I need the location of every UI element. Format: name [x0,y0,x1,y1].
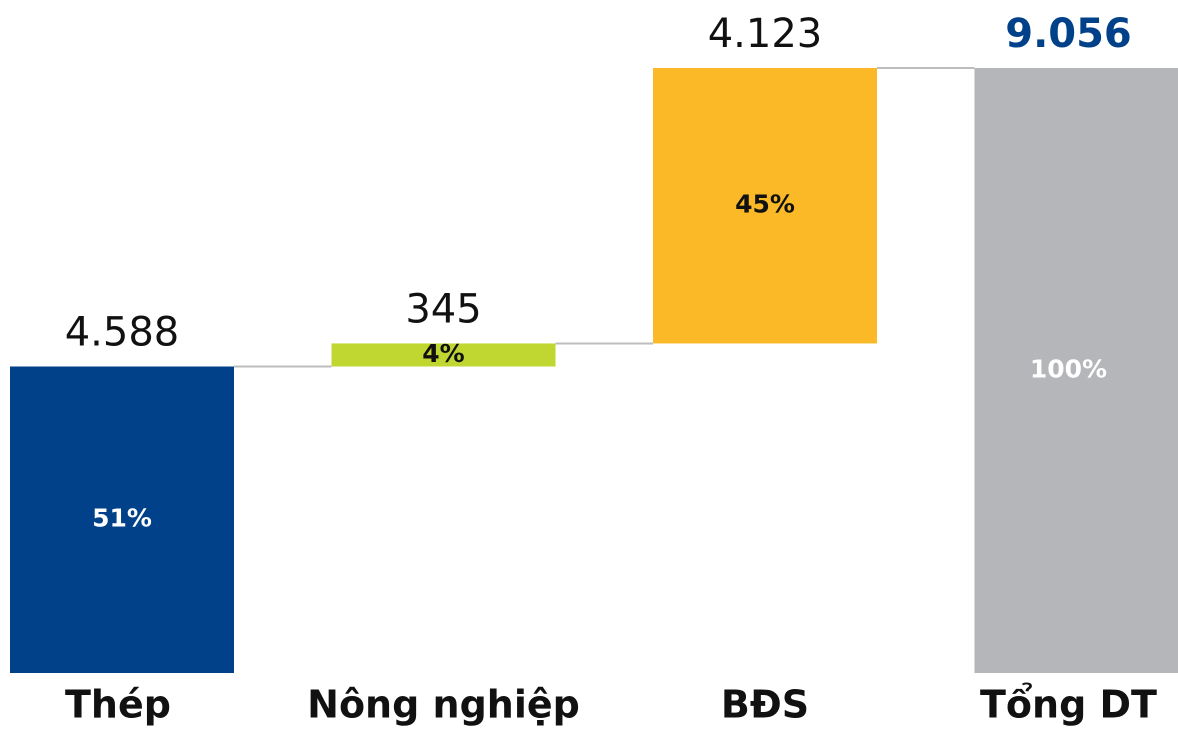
category-label: Thép [65,683,171,727]
percent-label: 51% [92,504,152,533]
bar [331,343,556,367]
percent-label: 100% [1030,355,1107,384]
percent-label: 45% [735,190,795,219]
bar [10,366,234,673]
category-label: Nông nghiệp [307,683,580,727]
value-label: 345 [405,286,481,332]
category-label: Tổng DT [980,683,1157,727]
bar [974,68,1178,673]
percent-label: 4% [422,339,464,368]
value-label: 4.588 [65,309,180,355]
value-label: 4.123 [708,11,823,57]
bar [653,68,877,344]
category-label: BĐS [721,683,809,727]
value-label: 9.056 [1005,11,1132,57]
